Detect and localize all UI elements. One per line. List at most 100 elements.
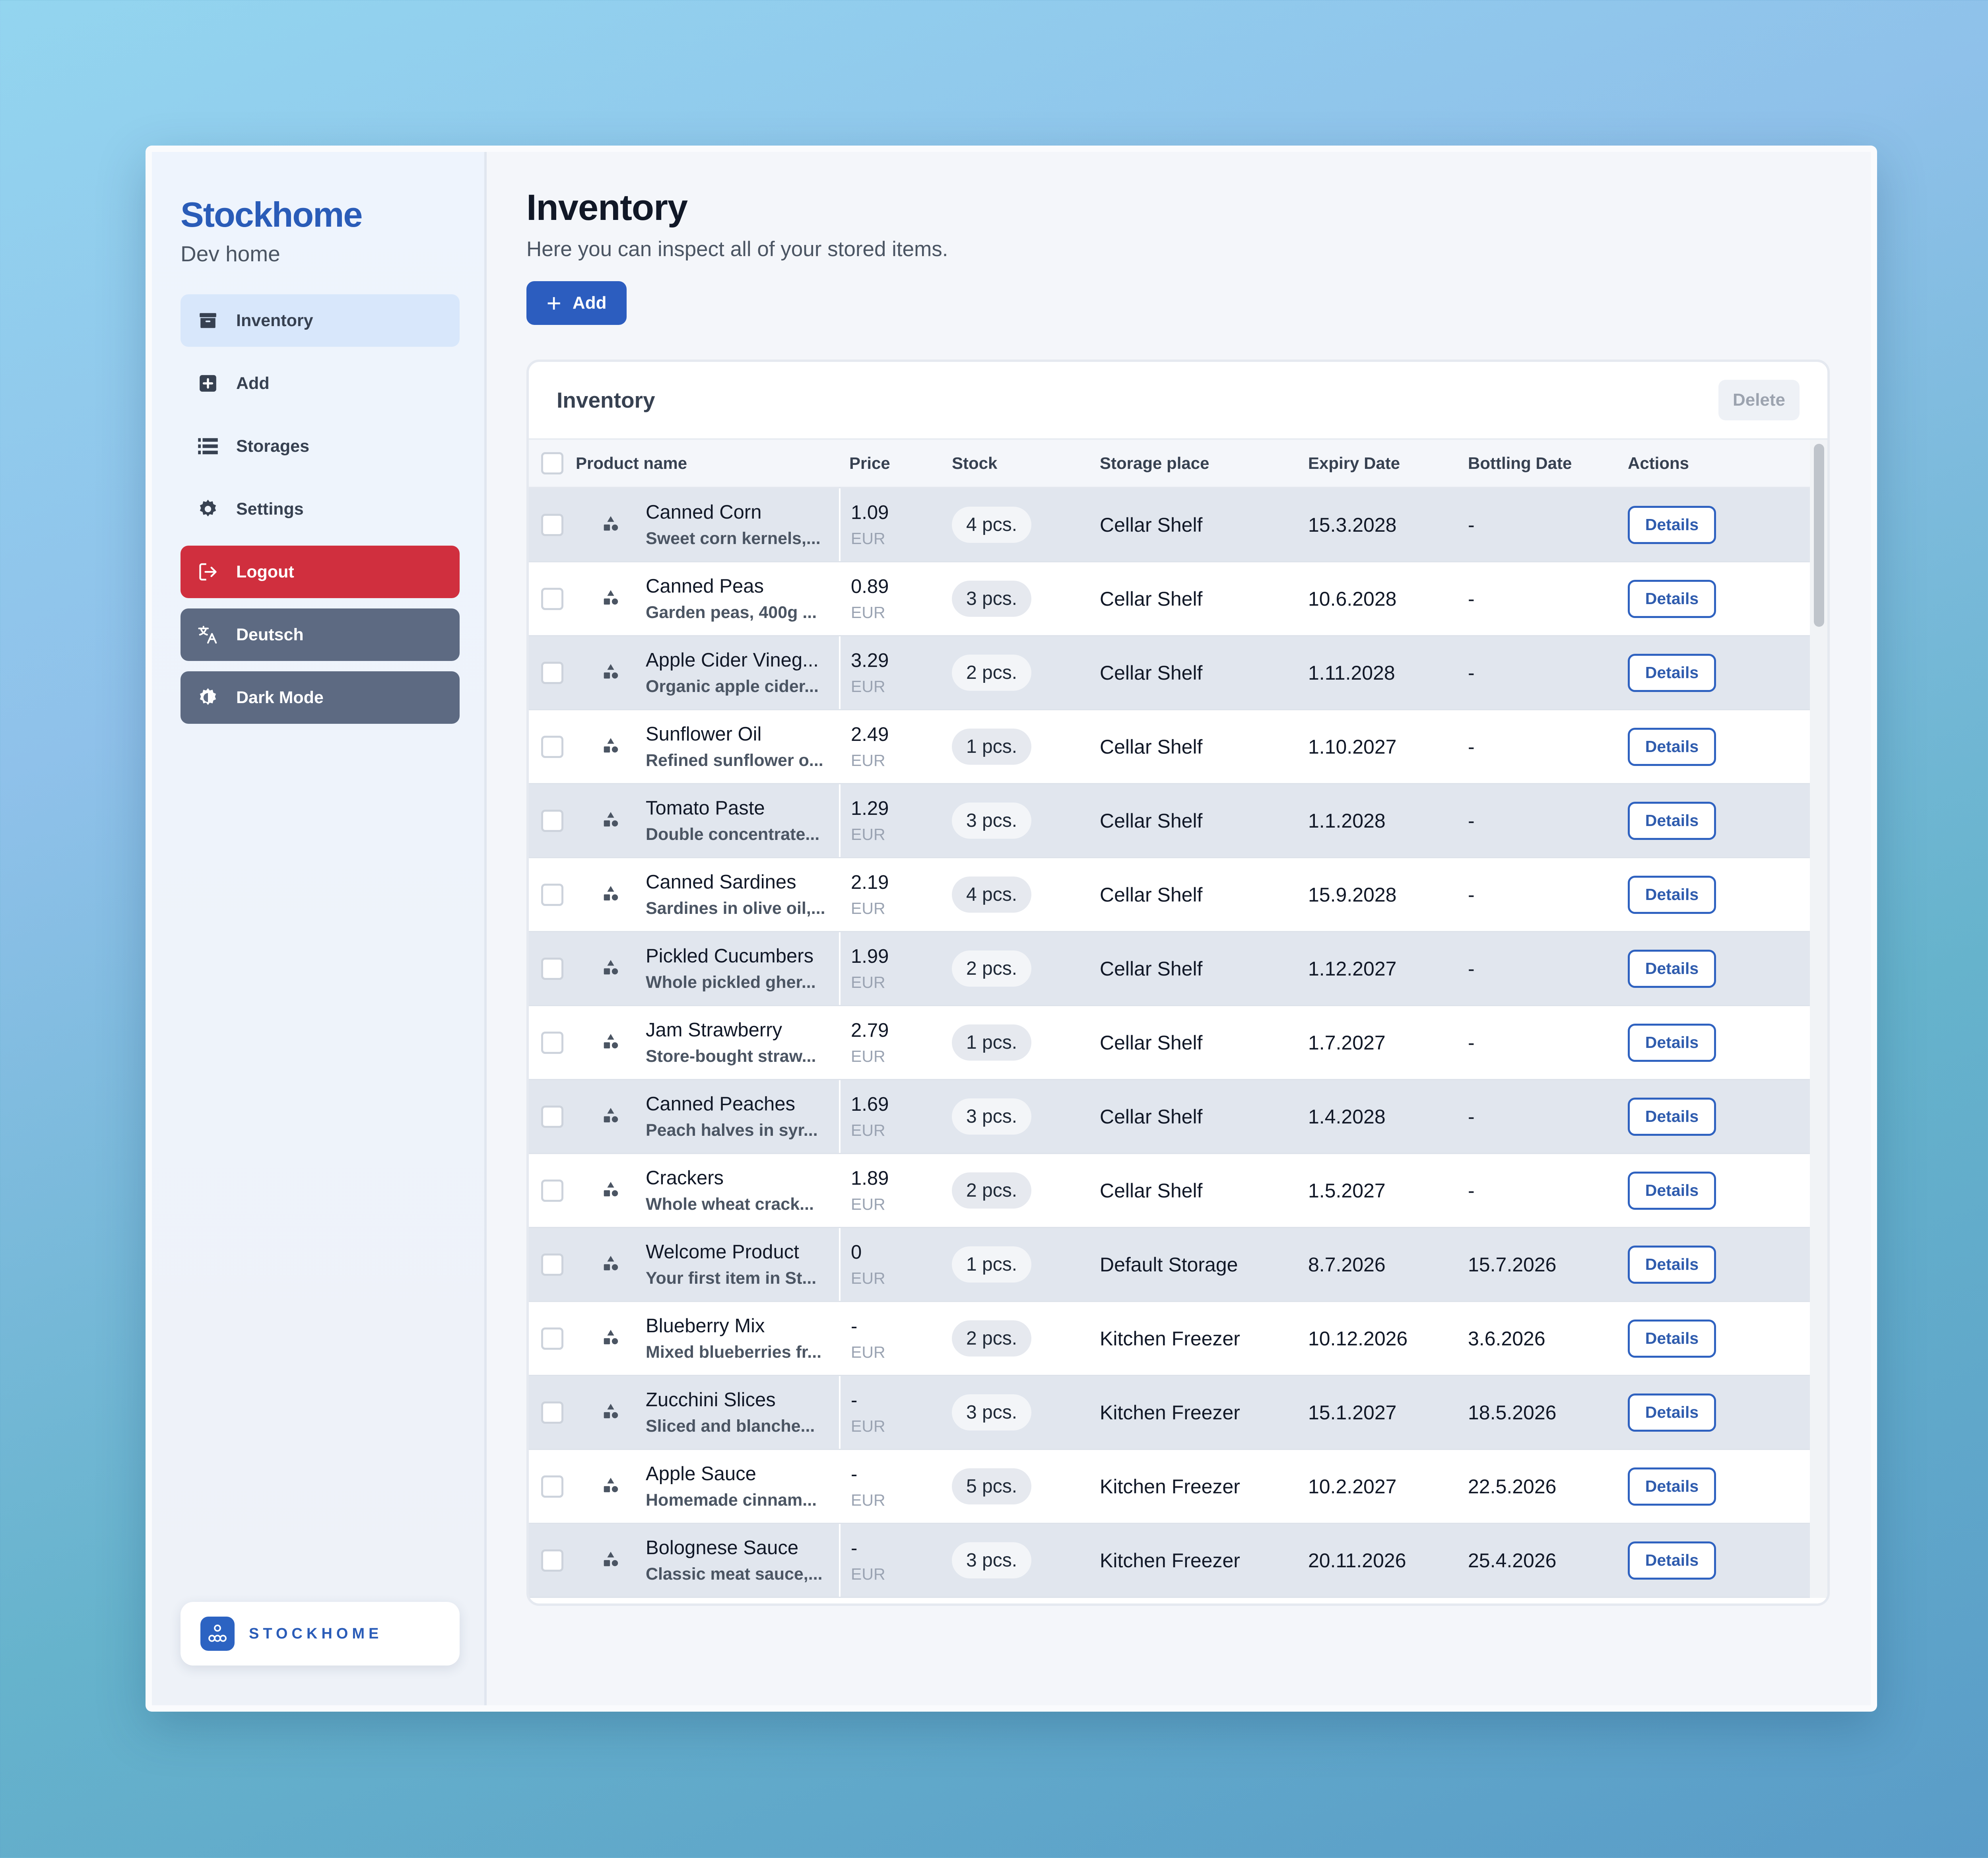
expiry-date: 1.12.2027 (1308, 957, 1397, 980)
add-item-button[interactable]: + Add (526, 281, 627, 325)
table-row[interactable]: Pickled Cucumbers Whole pickled gher... … (529, 932, 1827, 1006)
sidebar-item-add[interactable]: Add (181, 357, 460, 410)
column-header-storage[interactable]: Storage place (1100, 454, 1209, 472)
row-checkbox[interactable] (541, 735, 563, 758)
product-description: Refined sunflower o... (646, 751, 823, 770)
details-button[interactable]: Details (1628, 653, 1716, 692)
price-value: 0 (851, 1242, 862, 1263)
product-description: Sardines in olive oil,... (646, 899, 825, 918)
product-description: Organic apple cider... (646, 677, 819, 696)
price-value: 0.89 (851, 576, 889, 597)
row-checkbox[interactable] (541, 1105, 563, 1128)
table-row[interactable]: Sunflower Oil Refined sunflower o... 2.4… (529, 710, 1827, 784)
row-checkbox[interactable] (541, 1475, 563, 1498)
details-button[interactable]: Details (1628, 1467, 1716, 1506)
storage-place: Cellar Shelf (1100, 1031, 1203, 1054)
product-shapes-icon (602, 663, 620, 683)
scroll-track[interactable] (1810, 440, 1827, 1598)
column-header-price[interactable]: Price (849, 454, 890, 472)
storage-place: Cellar Shelf (1100, 513, 1203, 536)
stock-badge: 3 pcs. (952, 1542, 1032, 1578)
table-row[interactable]: Bolognese Sauce Classic meat sauce,... -… (529, 1524, 1827, 1598)
bottling-date: 18.5.2026 (1468, 1401, 1557, 1424)
price-value: - (851, 1316, 858, 1337)
row-checkbox[interactable] (541, 513, 563, 536)
row-checkbox[interactable] (541, 1327, 563, 1350)
storage-place: Cellar Shelf (1100, 1105, 1203, 1128)
price-value: 1.09 (851, 502, 889, 523)
sidebar-item-settings[interactable]: Settings (181, 483, 460, 535)
delete-button[interactable]: Delete (1718, 380, 1800, 420)
expiry-date: 1.4.2028 (1308, 1105, 1386, 1128)
row-checkbox[interactable] (541, 883, 563, 906)
storage-place: Cellar Shelf (1100, 1179, 1203, 1202)
table-row[interactable]: Canned Peaches Peach halves in syr... 1.… (529, 1080, 1827, 1154)
table-row[interactable]: Welcome Product Your first item in St...… (529, 1228, 1827, 1302)
details-button[interactable]: Details (1628, 949, 1716, 988)
row-checkbox[interactable] (541, 1179, 563, 1202)
details-button[interactable]: Details (1628, 801, 1716, 840)
select-all-checkbox[interactable] (541, 452, 563, 474)
details-button[interactable]: Details (1628, 727, 1716, 766)
details-button[interactable]: Details (1628, 505, 1716, 544)
table-row[interactable]: Crackers Whole wheat crack... 1.89 EUR 2… (529, 1154, 1827, 1228)
details-button[interactable]: Details (1628, 579, 1716, 618)
language-button[interactable]: Deutsch (181, 608, 460, 661)
sidebar: Stockhome Dev home Inventory Add Storage… (152, 152, 487, 1705)
table-row[interactable]: Jam Strawberry Store-bought straw... 2.7… (529, 1006, 1827, 1080)
column-header-actions: Actions (1628, 454, 1689, 472)
column-header-product[interactable]: Product name (576, 454, 687, 472)
bottling-date: - (1468, 1179, 1475, 1202)
column-header-stock[interactable]: Stock (952, 454, 998, 472)
product-name: Zucchini Slices (646, 1389, 776, 1411)
price-currency: EUR (851, 1121, 885, 1139)
table-row[interactable]: Tomato Paste Double concentrate... 1.29 … (529, 784, 1827, 858)
table-row[interactable]: Canned Peas Garden peas, 400g ... 0.89 E… (529, 562, 1827, 636)
table-row[interactable]: Apple Sauce Homemade cinnam... - EUR 5 p… (529, 1450, 1827, 1524)
scrollbar-thumb[interactable] (1814, 444, 1824, 627)
dark-mode-button[interactable]: Dark Mode (181, 671, 460, 724)
row-checkbox[interactable] (541, 1549, 563, 1572)
table-row[interactable]: Blueberry Mix Mixed blueberries fr... - … (529, 1302, 1827, 1376)
sidebar-item-inventory[interactable]: Inventory (181, 294, 460, 347)
gear-icon (197, 498, 219, 520)
product-shapes-icon (602, 1254, 620, 1275)
price-currency: EUR (851, 899, 885, 917)
details-button[interactable]: Details (1628, 1393, 1716, 1432)
product-shapes-icon (602, 958, 620, 979)
row-checkbox[interactable] (541, 809, 563, 832)
row-checkbox[interactable] (541, 1401, 563, 1424)
product-name: Apple Sauce (646, 1463, 756, 1485)
details-button[interactable]: Details (1628, 1541, 1716, 1580)
price-value: - (851, 1390, 858, 1411)
details-button[interactable]: Details (1628, 1171, 1716, 1210)
sidebar-item-storages[interactable]: Storages (181, 420, 460, 472)
details-button[interactable]: Details (1628, 1245, 1716, 1284)
storage-place: Kitchen Freezer (1100, 1475, 1240, 1498)
logout-label: Logout (236, 562, 294, 581)
product-name: Canned Corn (646, 501, 762, 523)
storage-place: Cellar Shelf (1100, 661, 1203, 684)
row-checkbox[interactable] (541, 1253, 563, 1276)
row-checkbox[interactable] (541, 957, 563, 980)
table-row[interactable]: Canned Corn Sweet corn kernels,... 1.09 … (529, 488, 1827, 562)
details-button[interactable]: Details (1628, 1097, 1716, 1136)
table-row[interactable]: Zucchini Slices Sliced and blanche... - … (529, 1376, 1827, 1450)
app-logo-icon (200, 1617, 235, 1651)
row-checkbox[interactable] (541, 1031, 563, 1054)
row-checkbox[interactable] (541, 587, 563, 610)
details-button[interactable]: Details (1628, 1023, 1716, 1062)
details-button[interactable]: Details (1628, 1319, 1716, 1358)
details-button[interactable]: Details (1628, 875, 1716, 914)
price-value: 2.79 (851, 1020, 889, 1041)
column-header-bottling[interactable]: Bottling Date (1468, 454, 1572, 472)
logout-button[interactable]: Logout (181, 546, 460, 598)
table-row[interactable]: Canned Sardines Sardines in olive oil,..… (529, 858, 1827, 932)
stock-badge: 2 pcs. (952, 1172, 1032, 1209)
column-header-expiry[interactable]: Expiry Date (1308, 454, 1400, 472)
product-description: Whole wheat crack... (646, 1195, 814, 1214)
price-value: 3.29 (851, 650, 889, 671)
table-row[interactable]: Apple Cider Vineg... Organic apple cider… (529, 636, 1827, 710)
expiry-date: 20.11.2026 (1308, 1549, 1406, 1572)
row-checkbox[interactable] (541, 661, 563, 684)
